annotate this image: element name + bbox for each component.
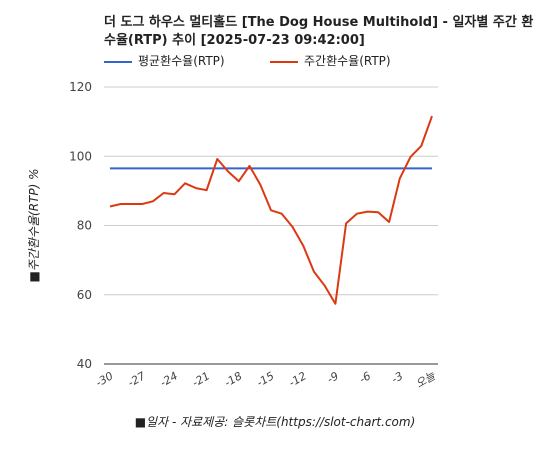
y-tick-label: 100 [69, 149, 92, 163]
x-tick-label: -21 [190, 369, 212, 389]
x-axis-ticks: -30 -27 -24 -21 -18 -15 -12 -9 -6 -3 오늘 [93, 369, 438, 391]
y-tick-label: 60 [77, 288, 92, 302]
legend-label-average: 평균환수율(RTP) [138, 54, 225, 68]
series-lines [109, 115, 433, 305]
x-tick-label: -15 [254, 369, 276, 389]
x-tick-label: -18 [222, 369, 244, 389]
gridlines [104, 86, 438, 365]
legend-label-weekly: 주간환수율(RTP) [304, 54, 391, 68]
chart-title: 더 도그 하우스 멀티홀드 [The Dog House Multihold] … [104, 15, 534, 48]
y-tick-label: 80 [77, 219, 92, 233]
x-axis-title: ■일자 - 자료제공: 슬롯차트(https://slot-chart.com) [135, 415, 416, 429]
legend-swatch-weekly [270, 61, 298, 63]
x-tick-label: -30 [93, 369, 115, 389]
x-tick-label: -24 [158, 369, 180, 389]
y-axis-title: ■주간환수율(RTP) % [27, 168, 41, 282]
x-tick-label: -27 [126, 369, 148, 389]
legend-swatch-average [104, 61, 132, 63]
y-tick-label: 120 [69, 80, 92, 94]
x-tick-label: -6 [357, 369, 373, 386]
x-tick-label: -3 [389, 369, 405, 386]
y-tick-label: 40 [77, 357, 92, 371]
y-axis-ticks: 40 60 80 100 120 [69, 80, 92, 371]
x-tick-label: -12 [287, 369, 309, 389]
series-line-weekly [109, 115, 433, 305]
x-tick-label: 오늘 [413, 369, 438, 391]
x-tick-label: -9 [325, 369, 341, 386]
